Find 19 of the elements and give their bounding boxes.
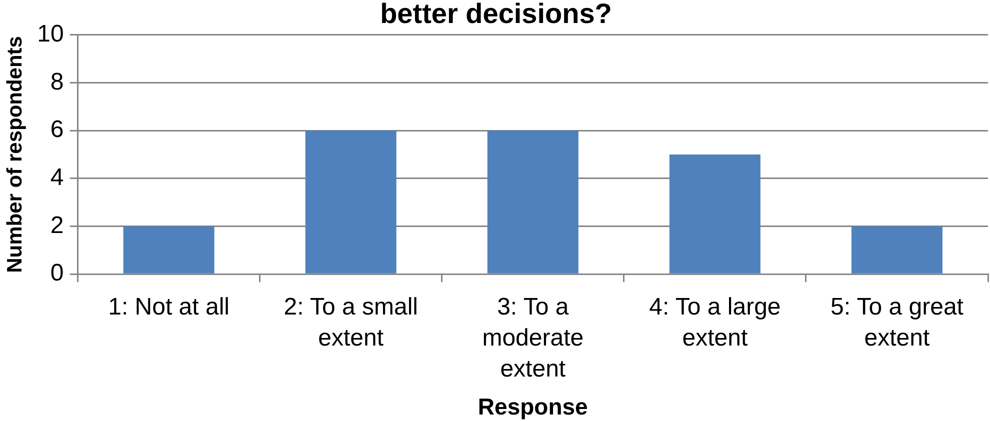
y-tick-label: 8 [50, 68, 64, 96]
x-tick-label: 3: To a moderate extent [482, 293, 584, 383]
bar [669, 154, 760, 274]
x-tick-label: 4: To a large extent [649, 293, 781, 352]
x-tick-label: 2: To a small extent [284, 293, 418, 352]
chart-title: better decisions? [380, 0, 612, 30]
y-axis-title: Number of respondents [3, 36, 26, 273]
x-tick-label: 1: Not at all [108, 293, 230, 320]
bar [123, 226, 214, 274]
x-axis-title: Response [478, 394, 588, 420]
y-tick-label: 6 [50, 116, 64, 144]
bar [305, 130, 396, 274]
y-tick-label: 10 [37, 20, 64, 48]
bar [487, 130, 578, 274]
y-tick-label: 4 [50, 164, 64, 192]
y-tick-label: 2 [50, 212, 64, 239]
bar [851, 226, 942, 274]
y-tick-label: 0 [50, 260, 64, 287]
x-tick-label: 5: To a great extent [830, 293, 964, 352]
